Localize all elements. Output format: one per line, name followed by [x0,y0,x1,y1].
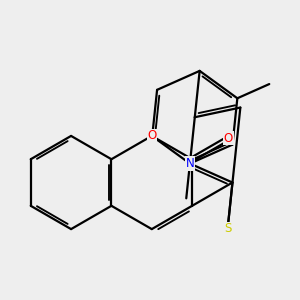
Text: N: N [185,157,194,170]
Text: S: S [224,222,231,236]
Text: O: O [224,132,233,145]
Text: O: O [147,129,156,142]
